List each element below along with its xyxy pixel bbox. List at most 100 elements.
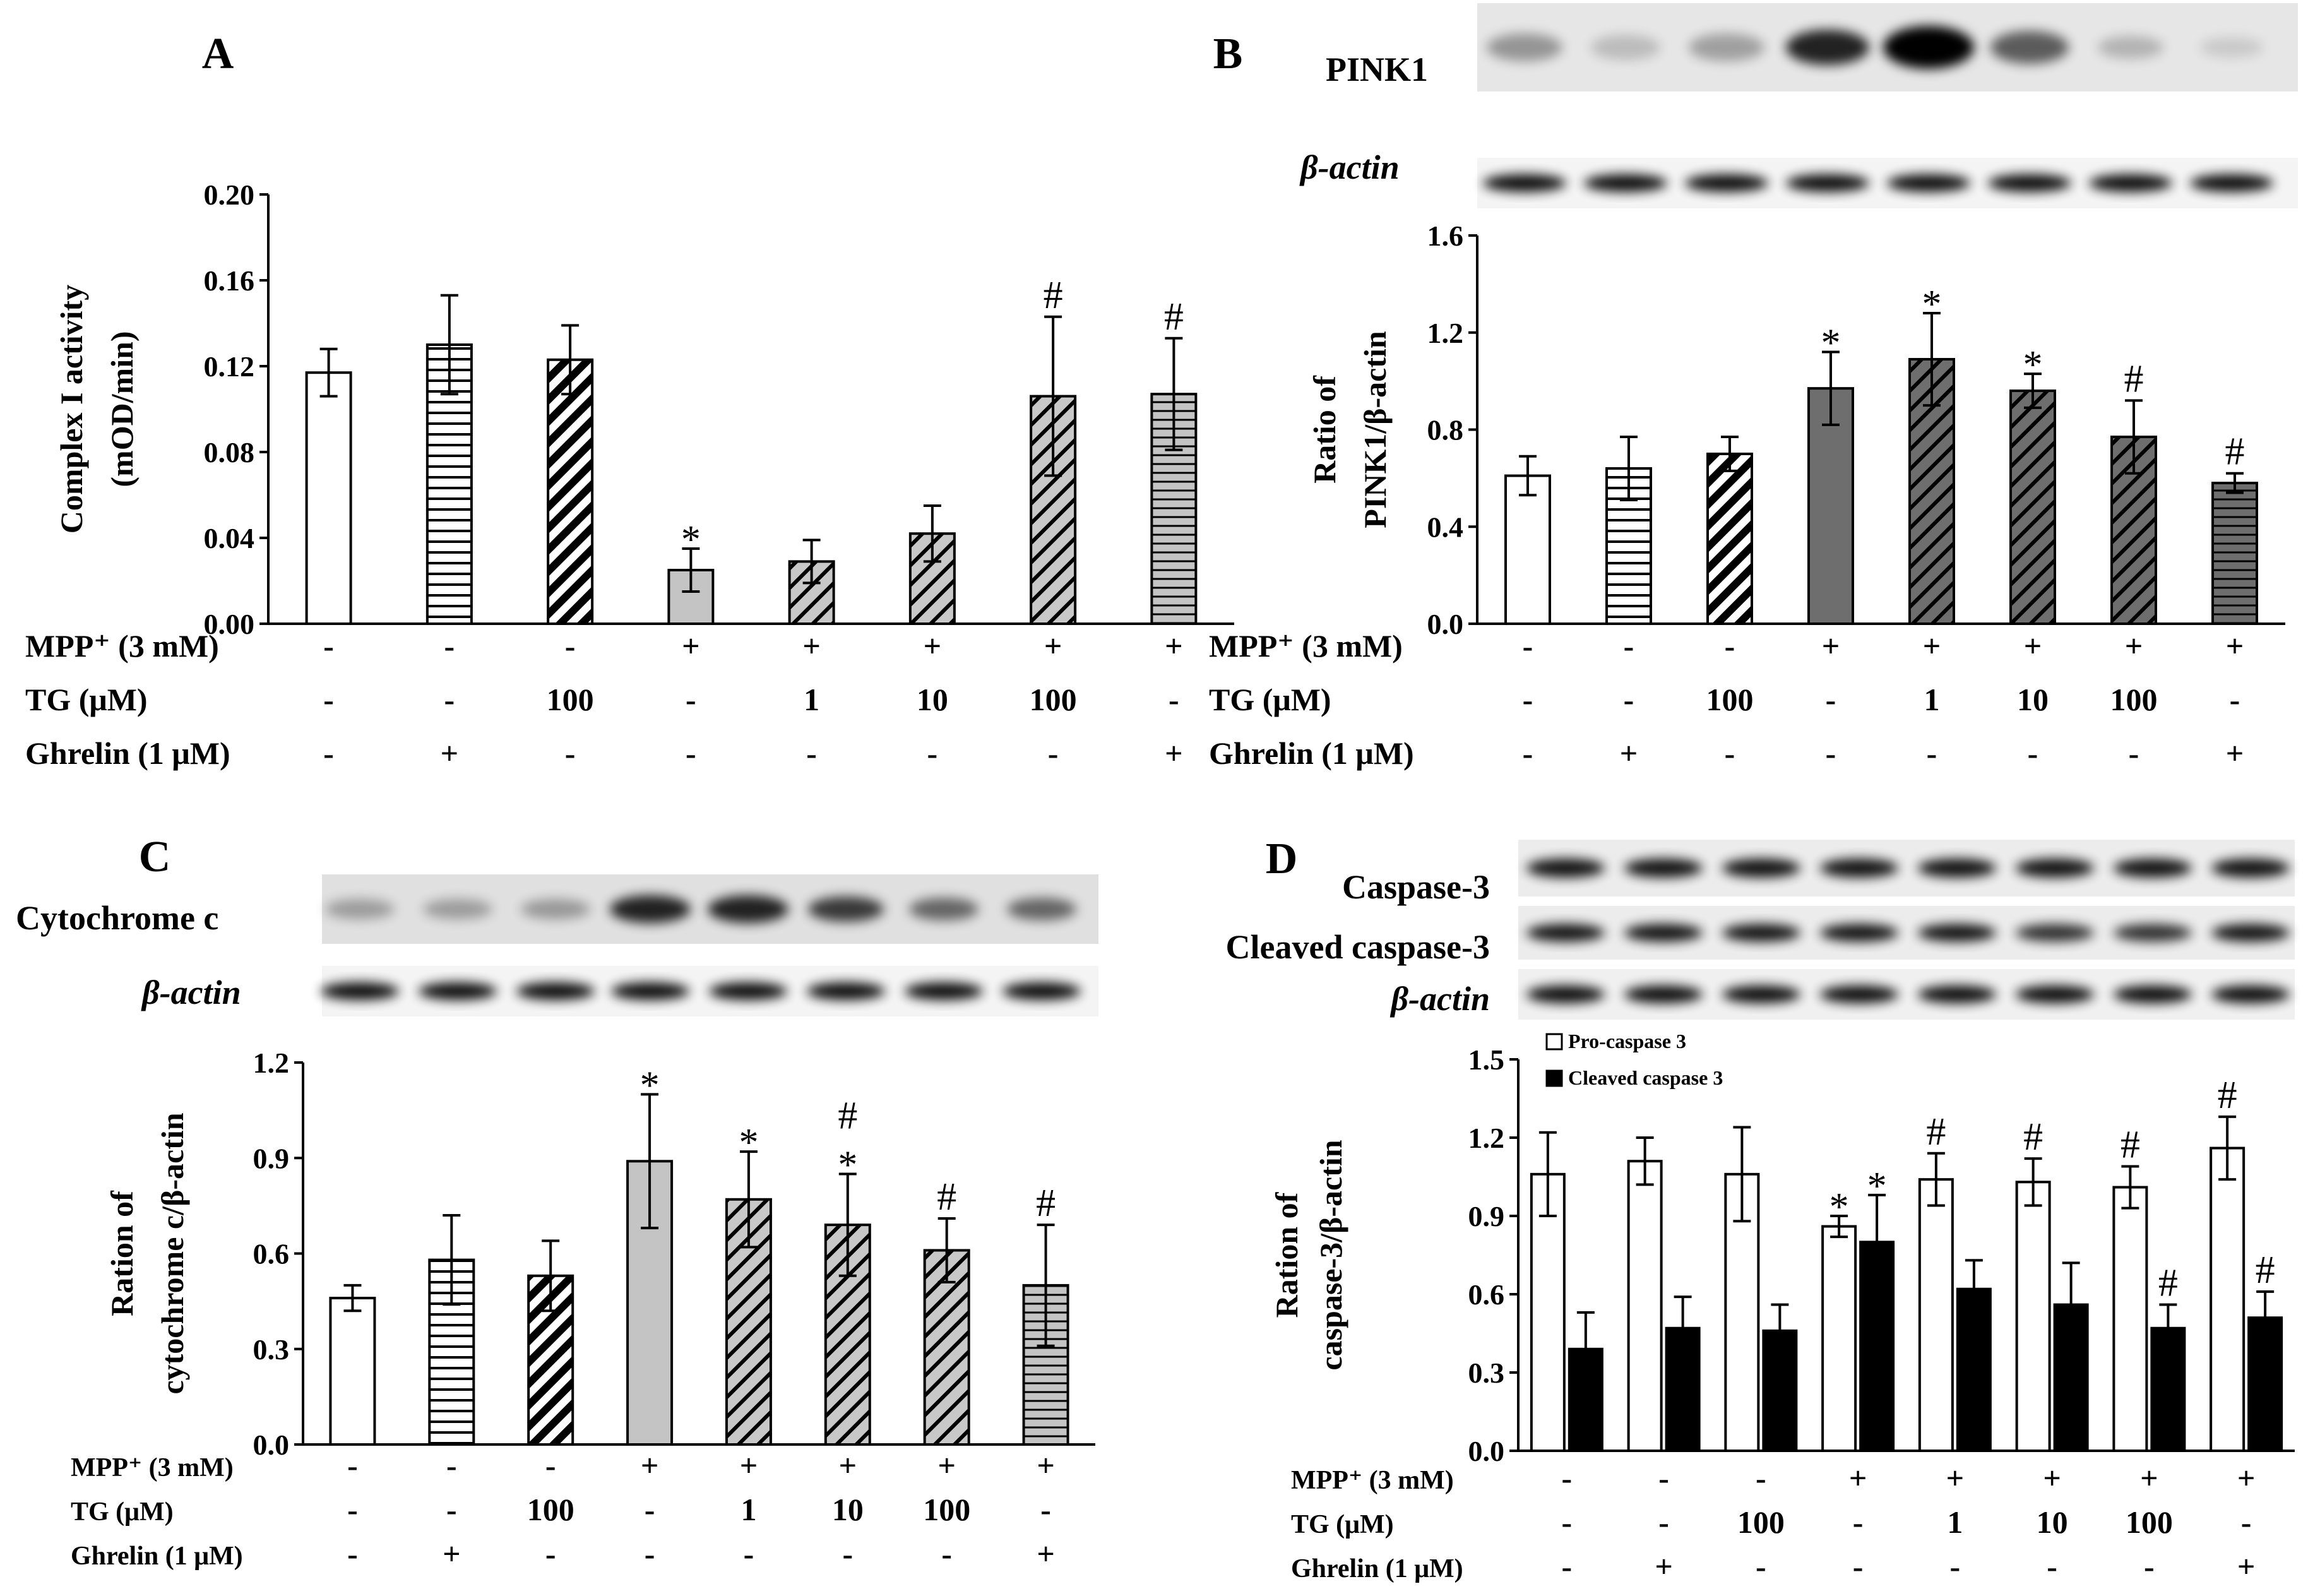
bar-pro-caspase	[1918, 1178, 1954, 1452]
panel-c-letter: C	[139, 833, 171, 881]
condition-value: 10	[2017, 682, 2049, 717]
condition-value: -	[1562, 1504, 1573, 1540]
western-blots: PINK1 β-actin Cytochrome c β-actin Caspase-3…	[16, 3, 2298, 1020]
condition-value: +	[2043, 1460, 2061, 1496]
blot-band	[1820, 859, 1898, 878]
blot-band	[1820, 924, 1898, 942]
y-tick-label: 0.3	[253, 1333, 290, 1366]
blot-band	[1487, 33, 1562, 61]
bar	[329, 1297, 376, 1446]
significance-hash: #	[2218, 1074, 2237, 1117]
significance-hash: #	[1044, 274, 1063, 317]
condition-value: 10	[2037, 1504, 2068, 1540]
blot-band	[2016, 986, 2094, 1003]
blot-band	[1990, 31, 2069, 64]
blot-band	[1685, 174, 1768, 192]
y-tick-label: 0.00	[204, 608, 255, 640]
condition-value: +	[1620, 735, 1638, 771]
significance-hash: #	[2023, 1116, 2043, 1158]
condition-value: -	[444, 628, 455, 664]
blot-band	[1820, 986, 1898, 1003]
panel-a-letter: A	[202, 30, 234, 78]
y-tick-label: 1.5	[1468, 1044, 1505, 1076]
significance-hash: #	[2225, 431, 2245, 473]
panel-b-letter: B	[1213, 30, 1243, 78]
blot-band	[1689, 33, 1764, 61]
blot-band	[1918, 986, 1996, 1003]
blot-band	[1526, 986, 1605, 1003]
significance-hash: #	[1036, 1182, 1056, 1225]
condition-value: 100	[1030, 682, 1077, 717]
condition-value: -	[1853, 1504, 1864, 1540]
legend: Pro-caspase 3 Cleaved caspase 3	[1545, 1030, 1723, 1089]
condition-value: -	[645, 1536, 655, 1571]
condition-value: -	[1523, 682, 1533, 717]
condition-value: +	[1946, 1460, 1965, 1496]
blot-label-actin: β-actin	[141, 974, 241, 1011]
blot-actin-d	[1518, 969, 2295, 1020]
blot-band	[1526, 924, 1605, 942]
blot-band	[2016, 859, 2094, 878]
y-axis-label: Ratio of	[1307, 375, 1342, 484]
condition-value: -	[941, 1536, 952, 1571]
legend-swatch	[1545, 1069, 1563, 1087]
blot-label-caspase-3: Caspase-3	[1342, 868, 1490, 906]
condition-value: 100	[527, 1492, 574, 1527]
blot-band	[321, 982, 399, 1000]
blot-band	[2089, 174, 2172, 192]
condition-label: TG (μM)	[71, 1498, 174, 1527]
condition-value: 100	[923, 1492, 970, 1527]
condition-value: 100	[1706, 682, 1754, 717]
blot-label-actin: β-actin	[1389, 980, 1490, 1018]
blot-caspase-3	[1518, 840, 2295, 896]
condition-value: 100	[1737, 1504, 1785, 1540]
condition-value: -	[1040, 1492, 1051, 1527]
condition-value: +	[2226, 628, 2244, 664]
condition-value: -	[1756, 1460, 1766, 1496]
condition-value: 100	[2110, 682, 2158, 717]
condition-value: -	[323, 628, 334, 664]
condition-label: Ghrelin (1 μM)	[1291, 1554, 1463, 1583]
condition-value: -	[1950, 1549, 1961, 1584]
condition-value: -	[2144, 1549, 2155, 1584]
condition-value: -	[1048, 735, 1059, 771]
y-tick-label: 0.4	[1427, 511, 1464, 543]
condition-value: +	[1037, 1448, 1055, 1483]
blot-band	[909, 898, 979, 920]
blot-band	[521, 899, 590, 919]
condition-value: +	[1044, 628, 1062, 664]
condition-value: -	[927, 735, 938, 771]
y-tick-label: 0.6	[253, 1238, 290, 1270]
condition-value: -	[446, 1492, 457, 1527]
condition-value: 10	[917, 682, 948, 717]
condition-value: -	[347, 1448, 358, 1483]
condition-value: -	[347, 1536, 358, 1571]
y-tick-label: 0.0	[253, 1429, 290, 1461]
panel-a-complex-i-activity: A 0.00 0.04 0.08 0.12 0.16 0.20 Complex I activ…	[25, 30, 1234, 771]
condition-value: -	[686, 735, 696, 771]
blot-band	[325, 899, 395, 919]
condition-value: -	[1725, 735, 1735, 771]
condition-value: +	[1037, 1536, 1055, 1571]
y-tick-label: 0.12	[204, 350, 255, 383]
y-tick-label: 1.2	[1427, 317, 1464, 349]
condition-value: 100	[547, 682, 594, 717]
bar	[1807, 387, 1854, 625]
blot-band	[1624, 924, 1703, 942]
y-tick-label: 0.04	[204, 522, 255, 554]
condition-value: +	[1655, 1549, 1673, 1584]
bar	[425, 343, 473, 625]
bar	[1706, 452, 1753, 625]
legend-label: Cleaved caspase 3	[1568, 1066, 1723, 1089]
blot-band	[610, 895, 691, 923]
condition-value: -	[1562, 1549, 1573, 1584]
blot-band	[1591, 35, 1660, 60]
condition-value: -	[444, 682, 455, 717]
condition-label: MPP⁺ (3 mM)	[1209, 628, 1403, 664]
legend-swatch	[1545, 1033, 1563, 1051]
condition-value: -	[1658, 1504, 1669, 1540]
condition-label: Ghrelin (1 μM)	[25, 735, 230, 771]
significance-star: *	[838, 1143, 857, 1186]
blot-band	[516, 982, 595, 1000]
